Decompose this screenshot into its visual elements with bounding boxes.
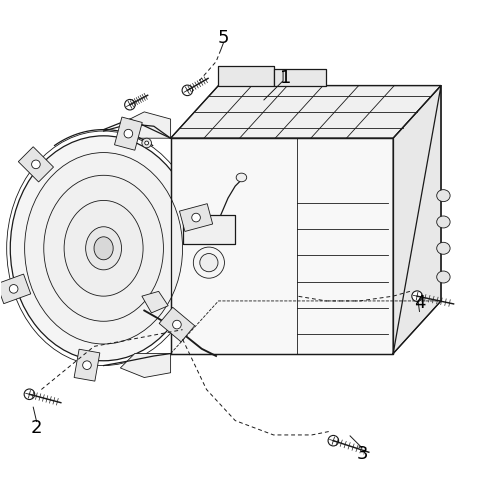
Polygon shape	[120, 112, 170, 138]
Polygon shape	[159, 307, 195, 342]
Ellipse shape	[124, 130, 132, 138]
Ellipse shape	[32, 160, 40, 169]
Ellipse shape	[182, 85, 192, 95]
Polygon shape	[74, 349, 100, 381]
Ellipse shape	[94, 237, 113, 260]
Polygon shape	[274, 69, 326, 86]
Ellipse shape	[142, 138, 152, 148]
Polygon shape	[18, 147, 53, 182]
Polygon shape	[120, 354, 170, 377]
Ellipse shape	[24, 152, 182, 344]
Polygon shape	[170, 86, 441, 138]
Text: 4: 4	[414, 294, 425, 312]
Ellipse shape	[44, 175, 163, 321]
Ellipse shape	[437, 189, 450, 202]
Ellipse shape	[9, 284, 18, 293]
Text: 1: 1	[280, 69, 291, 87]
Ellipse shape	[83, 361, 91, 370]
Polygon shape	[218, 66, 274, 86]
Polygon shape	[180, 204, 213, 231]
Ellipse shape	[200, 254, 218, 272]
Ellipse shape	[173, 320, 181, 329]
Polygon shape	[182, 215, 235, 244]
Polygon shape	[115, 117, 142, 150]
Ellipse shape	[24, 389, 35, 399]
Polygon shape	[0, 274, 31, 304]
Ellipse shape	[10, 136, 197, 361]
Ellipse shape	[236, 173, 247, 182]
Ellipse shape	[193, 247, 225, 278]
Text: 3: 3	[356, 445, 368, 463]
Ellipse shape	[85, 227, 121, 270]
Ellipse shape	[328, 435, 338, 446]
Ellipse shape	[125, 99, 135, 110]
Ellipse shape	[412, 291, 422, 301]
Polygon shape	[393, 86, 441, 354]
Polygon shape	[142, 291, 168, 313]
Text: 5: 5	[217, 29, 229, 47]
Ellipse shape	[437, 243, 450, 254]
Polygon shape	[170, 138, 393, 354]
Ellipse shape	[437, 271, 450, 283]
Ellipse shape	[192, 213, 200, 222]
Ellipse shape	[145, 141, 149, 145]
Ellipse shape	[437, 216, 450, 228]
Text: 2: 2	[31, 419, 42, 437]
Ellipse shape	[64, 201, 143, 296]
